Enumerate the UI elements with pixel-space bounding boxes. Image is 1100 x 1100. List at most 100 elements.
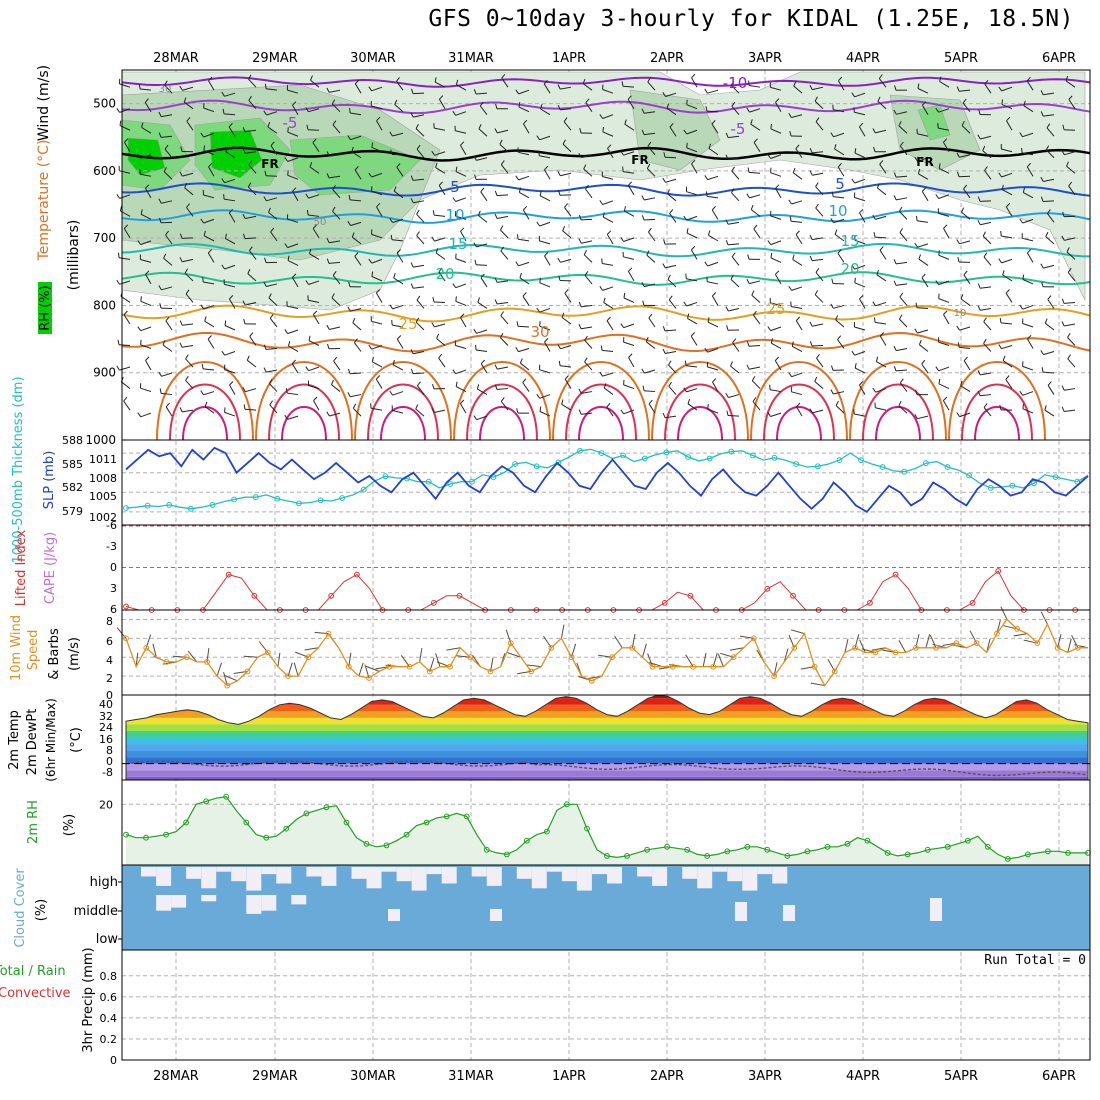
wind-barb-flag (376, 289, 381, 294)
wind-barb-10m (649, 662, 663, 668)
wind-barb-flag (221, 350, 226, 356)
rh2m-axis-label: 2m RH (26, 800, 41, 844)
wind-barb (877, 100, 887, 110)
rh-line-point (223, 793, 230, 800)
wind-barb (770, 326, 782, 332)
cloud-high-gap (682, 867, 698, 879)
rh-shade-max (209, 129, 263, 179)
wind-barb-flag (435, 162, 438, 168)
wind-barb-flag (242, 127, 246, 133)
wind-barb (539, 135, 551, 141)
wind-barb (730, 279, 740, 288)
cloud-high-gap (411, 867, 427, 891)
wind-barb (182, 409, 194, 413)
wind-barb (415, 408, 425, 417)
wind-barb (644, 111, 656, 114)
wind-barb-flag (943, 310, 948, 315)
wind-barb-flag (921, 187, 927, 192)
wind-barb-flag (732, 338, 737, 343)
wind-barb-flag (624, 119, 627, 125)
wind-barb (648, 403, 656, 414)
wind-barb (812, 258, 824, 262)
wind-barb (455, 369, 467, 375)
wind-barb-flag (899, 292, 904, 298)
wind-barb-flag (730, 80, 735, 86)
wind-barb (329, 326, 341, 330)
wind-barb (161, 200, 173, 204)
rh-line-point (283, 825, 290, 832)
wind-barb (522, 209, 530, 220)
wind-barb-flag (684, 360, 687, 366)
wind-barb (796, 406, 803, 417)
wind-tick: 2 (106, 672, 113, 685)
wind-barb-flag (495, 103, 498, 109)
wind-barb-flag (627, 95, 632, 100)
wind-barb-flag (326, 151, 330, 157)
wind-barb (814, 100, 824, 110)
wind-barb (1065, 80, 1076, 88)
wind-barb-flag (123, 396, 128, 402)
wind-barb-flag (184, 182, 188, 188)
wind-barb-flag (431, 150, 436, 156)
wind-barb-flag (117, 339, 120, 345)
date-label-bottom: 1APR (552, 1069, 586, 1084)
wind-barb-flag (354, 338, 358, 344)
wind-barb (898, 125, 908, 134)
wind-barb (979, 200, 992, 202)
wind-barb (265, 348, 278, 350)
wind-barb (123, 228, 131, 239)
wind-barb-flag (796, 402, 801, 407)
thickness-line-point (663, 449, 670, 456)
precip-tick: 0.4 (100, 1012, 118, 1025)
wind-barb (245, 388, 257, 393)
wind-barb-flag (164, 80, 168, 86)
wind-barb-flag (242, 387, 246, 392)
wind-barb (352, 407, 362, 417)
wind-barb (833, 218, 845, 224)
wind-barb (770, 389, 782, 393)
wind-barb (895, 369, 908, 372)
wind-barb-flag (725, 392, 729, 398)
wind-barb-flag (1044, 405, 1047, 411)
wind-barb-flag (460, 399, 465, 404)
temp-band (126, 757, 1088, 764)
wind-barb (668, 364, 677, 374)
wind-barb (980, 307, 992, 311)
wind-barb-flag (998, 172, 1003, 178)
wind-barb (792, 172, 803, 180)
thickness-tick: 579 (62, 505, 83, 518)
rh-line-point (523, 837, 530, 844)
wind-barb (543, 169, 551, 180)
wind-barb (770, 86, 782, 91)
wind-barb (837, 166, 845, 177)
wind-barb-flag (179, 171, 183, 177)
wind-barb-flag (731, 101, 736, 107)
date-label-bottom: 28MAR (153, 1069, 199, 1084)
wind-axis-label: Wind (m/s) (36, 65, 52, 141)
wind-barb (476, 157, 488, 161)
wind-barb (560, 172, 572, 177)
wind-speed-line-point (548, 644, 555, 651)
wind-barb-flag (943, 396, 948, 401)
wind-barb-flag (499, 333, 504, 338)
wind-barb (455, 258, 467, 263)
wind-speed-line-point (913, 644, 919, 651)
wind-barb (266, 197, 278, 202)
wind-barb (310, 79, 320, 88)
wind-barb (119, 194, 131, 199)
wind-barb (455, 386, 467, 393)
wind-barb (376, 120, 383, 131)
wind-barb (1027, 338, 1034, 349)
wind-barb (247, 186, 257, 196)
wind-barb (643, 218, 656, 221)
wind-barb (438, 357, 446, 368)
wind-barb (479, 105, 488, 116)
wind-barb-flag (578, 323, 582, 330)
wind-barb-flag (391, 320, 393, 326)
rh-line-point (143, 834, 149, 841)
wind-barb (916, 307, 929, 309)
wind-barb (795, 320, 803, 331)
wind-barb (287, 89, 299, 94)
wind-barb-flag (432, 210, 435, 216)
thickness-line-point (339, 495, 346, 501)
